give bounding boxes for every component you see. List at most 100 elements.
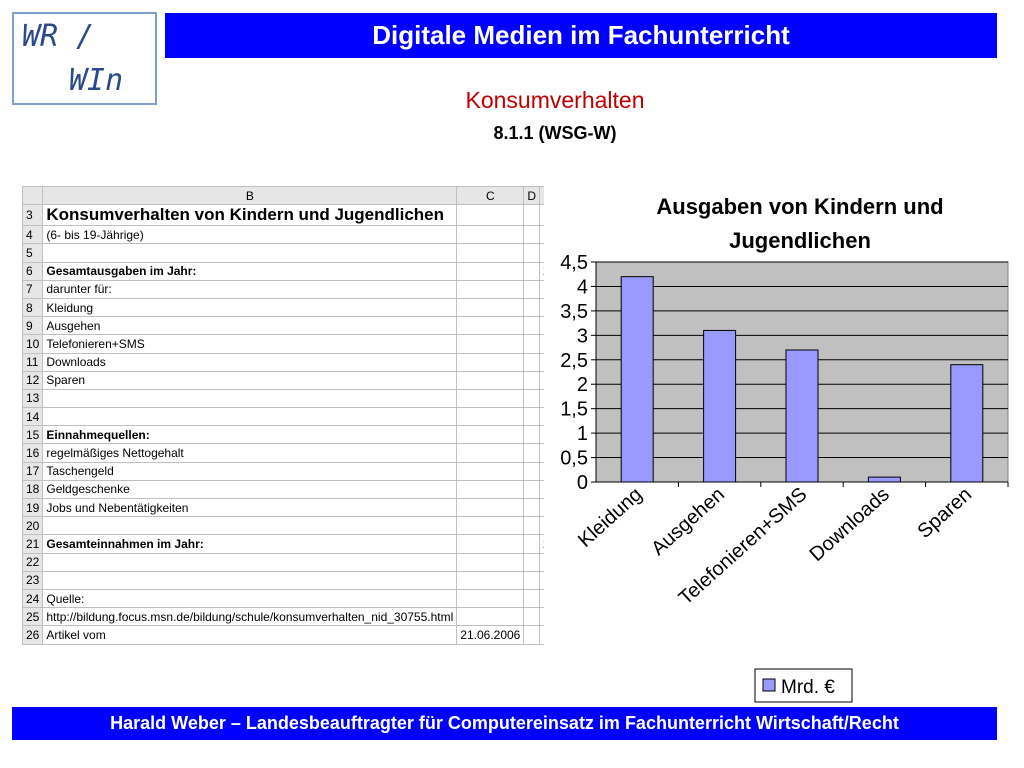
- sheet-cell[interactable]: [523, 407, 541, 427]
- sheet-cell[interactable]: [523, 297, 541, 318]
- label-cell[interactable]: Telefonieren+SMS: [42, 334, 458, 354]
- row-number[interactable]: 9: [22, 316, 44, 336]
- row-number[interactable]: 11: [22, 352, 44, 372]
- row-number[interactable]: 25: [22, 607, 44, 627]
- sheet-cell[interactable]: [523, 588, 541, 609]
- sheet-cell[interactable]: [523, 279, 541, 299]
- sheet-cell[interactable]: [523, 225, 541, 245]
- sheet-cell[interactable]: [42, 388, 458, 409]
- label-cell[interactable]: Gesamteinnahmen im Jahr:: [42, 534, 458, 554]
- column-header-d[interactable]: D: [523, 186, 541, 206]
- sheet-cell[interactable]: [456, 279, 525, 299]
- sheet-cell[interactable]: [456, 225, 525, 245]
- sheet-cell[interactable]: [42, 243, 458, 263]
- label-cell[interactable]: Quelle:: [42, 588, 458, 609]
- sheet-cell[interactable]: [456, 204, 525, 227]
- sheet-cell[interactable]: [539, 407, 546, 427]
- label-cell[interactable]: Gesamtausgaben im Jahr:: [42, 261, 458, 281]
- sheet-cell[interactable]: [42, 407, 458, 427]
- row-number[interactable]: 6: [22, 261, 44, 281]
- sheet-cell[interactable]: [456, 497, 525, 518]
- value-cell[interactable]: 3,8: [539, 479, 546, 500]
- sheet-cell[interactable]: [539, 625, 546, 645]
- label-cell[interactable]: Kleidung: [42, 297, 458, 318]
- value-cell[interactable]: 2,7: [539, 334, 546, 354]
- sheet-cell[interactable]: [539, 279, 546, 299]
- label-cell[interactable]: Downloads: [42, 352, 458, 372]
- value-cell[interactable]: 0,1: [539, 352, 546, 372]
- row-number[interactable]: 22: [22, 552, 44, 572]
- sheet-cell[interactable]: [539, 425, 546, 445]
- sheet-cell[interactable]: [456, 479, 525, 500]
- sheet-cell[interactable]: [523, 243, 541, 263]
- sheet-cell[interactable]: [456, 297, 525, 318]
- sheet-cell[interactable]: [523, 497, 541, 518]
- sheet-cell[interactable]: [456, 243, 525, 263]
- row-number[interactable]: 13: [22, 388, 44, 409]
- label-cell[interactable]: Artikel vom: [42, 625, 458, 645]
- sheet-cell[interactable]: [523, 370, 541, 390]
- row-number[interactable]: 19: [22, 497, 44, 518]
- sheet-cell[interactable]: [523, 334, 541, 354]
- row-number[interactable]: 16: [22, 443, 44, 463]
- row-number[interactable]: 23: [22, 570, 44, 590]
- sheet-cell[interactable]: [456, 370, 525, 390]
- date-cell[interactable]: 21.06.2006: [456, 625, 525, 645]
- sheet-cell[interactable]: [523, 625, 541, 645]
- sheet-cell[interactable]: [523, 570, 541, 590]
- sheet-cell[interactable]: [523, 516, 541, 536]
- sheet-cell[interactable]: [456, 552, 525, 572]
- sheet-cell[interactable]: [523, 316, 541, 336]
- sheet-cell[interactable]: [456, 570, 525, 590]
- label-cell[interactable]: Konsumverhalten von Kindern und Jugendli…: [42, 204, 458, 227]
- sheet-cell[interactable]: [456, 388, 525, 409]
- sheet-cell[interactable]: [523, 607, 541, 627]
- row-number[interactable]: 15: [22, 425, 44, 445]
- sheet-cell[interactable]: [456, 607, 525, 627]
- row-number[interactable]: 21: [22, 534, 44, 554]
- label-cell[interactable]: darunter für:: [42, 279, 458, 299]
- sheet-cell[interactable]: [523, 552, 541, 572]
- row-number[interactable]: 12: [22, 370, 44, 390]
- sheet-cell[interactable]: [456, 352, 525, 372]
- label-cell[interactable]: Ausgehen: [42, 316, 458, 336]
- row-number[interactable]: 24: [22, 588, 44, 609]
- row-number[interactable]: 20: [22, 516, 44, 536]
- row-number[interactable]: 10: [22, 334, 44, 354]
- label-cell[interactable]: Taschengeld: [42, 461, 458, 481]
- row-number[interactable]: 3: [22, 204, 44, 227]
- label-cell[interactable]: Sparen: [42, 370, 458, 390]
- label-cell[interactable]: Geldgeschenke: [42, 479, 458, 500]
- row-number[interactable]: 5: [22, 243, 44, 263]
- sheet-cell[interactable]: [456, 407, 525, 427]
- value-cell[interactable]: 9,7: [539, 443, 546, 463]
- sheet-cell[interactable]: [456, 261, 525, 281]
- row-number[interactable]: 18: [22, 479, 44, 500]
- sheet-cell[interactable]: [523, 479, 541, 500]
- value-cell[interactable]: 2,4: [539, 370, 546, 390]
- label-cell[interactable]: Einnahmequellen:: [42, 425, 458, 445]
- row-number[interactable]: 4: [22, 225, 44, 245]
- sheet-cell[interactable]: [42, 552, 458, 572]
- sheet-cell[interactable]: [523, 352, 541, 372]
- row-number[interactable]: 26: [22, 625, 44, 645]
- sheet-cell[interactable]: [539, 388, 546, 409]
- sheet-cell[interactable]: [456, 425, 525, 445]
- value-cell[interactable]: 3,1: [539, 316, 546, 336]
- sheet-cell[interactable]: [456, 588, 525, 609]
- row-number[interactable]: 7: [22, 279, 44, 299]
- label-cell[interactable]: regelmäßiges Nettogehalt: [42, 443, 458, 463]
- sheet-cell[interactable]: [523, 388, 541, 409]
- label-cell[interactable]: http://bildung.focus.msn.de/bildung/schu…: [42, 607, 458, 627]
- row-number[interactable]: 17: [22, 461, 44, 481]
- sheet-cell[interactable]: [523, 261, 541, 281]
- sheet-cell[interactable]: [456, 334, 525, 354]
- sheet-cell[interactable]: [456, 461, 525, 481]
- sheet-cell[interactable]: [523, 204, 541, 227]
- column-header-c[interactable]: C: [456, 186, 525, 206]
- sheet-cell[interactable]: [456, 316, 525, 336]
- sheet-cell[interactable]: [539, 243, 546, 263]
- value-cell[interactable]: 4: [539, 461, 546, 481]
- sheet-cell[interactable]: [523, 443, 541, 463]
- sheet-cell[interactable]: [456, 534, 525, 554]
